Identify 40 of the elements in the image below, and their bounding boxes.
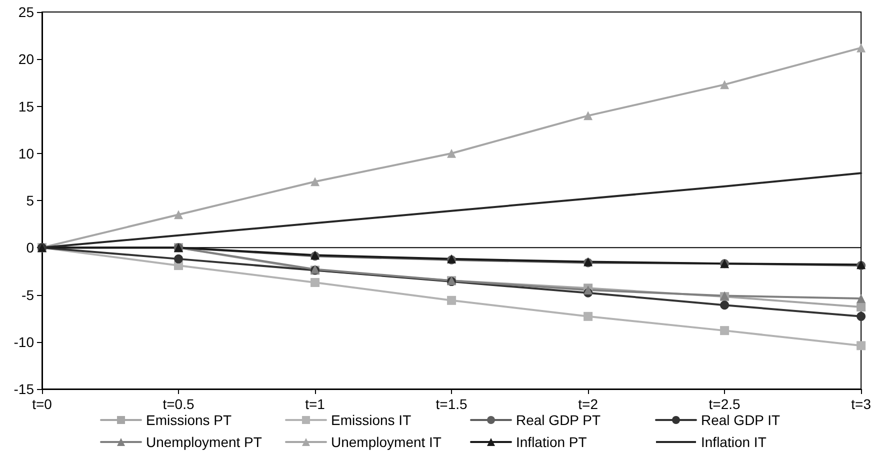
- point: [856, 312, 866, 321]
- x-tick-label: t=2: [578, 396, 598, 412]
- x-tick-label: t=2.5: [708, 396, 741, 412]
- point: [447, 148, 456, 158]
- point: [856, 341, 866, 350]
- point: [720, 80, 730, 90]
- point: [310, 278, 320, 287]
- y-tick-label: 10: [18, 145, 34, 162]
- point: [447, 296, 456, 305]
- legend-label: Emissions IT: [331, 412, 412, 428]
- y-tick-label: 5: [26, 192, 34, 208]
- y-tick-label: 20: [18, 51, 34, 68]
- x-tick-label: t=1.5: [436, 396, 468, 412]
- point: [174, 254, 184, 264]
- x-tick-label: t=1: [305, 396, 326, 412]
- legend-label: Emissions PT: [146, 412, 232, 428]
- point: [856, 302, 866, 312]
- y-tick-label: -10: [14, 334, 34, 350]
- point: [720, 300, 730, 310]
- y-tick-label: -15: [14, 381, 34, 397]
- x-tick-label: t=0.5: [162, 396, 194, 412]
- point: [856, 43, 866, 52]
- legend-label: Real GDP IT: [701, 412, 781, 428]
- point: [584, 312, 593, 321]
- point: [310, 177, 320, 186]
- legend-label: Unemployment IT: [331, 434, 442, 450]
- point: [174, 210, 184, 220]
- point: [856, 294, 866, 304]
- point: [584, 111, 593, 120]
- y-tick-label: 25: [18, 4, 34, 20]
- x-tick-label: t=3: [851, 396, 872, 412]
- legend-label: Unemployment PT: [146, 434, 262, 450]
- y-tick-label: 0: [26, 240, 34, 256]
- point: [720, 326, 730, 336]
- legend-label: Inflation IT: [701, 434, 767, 450]
- y-tick-label: -5: [22, 286, 34, 303]
- legend-label: Inflation PT: [516, 434, 588, 450]
- x-tick-label: t=0: [32, 396, 52, 412]
- legend-label: Real GDP PT: [516, 412, 601, 428]
- y-tick-label: 15: [18, 98, 34, 114]
